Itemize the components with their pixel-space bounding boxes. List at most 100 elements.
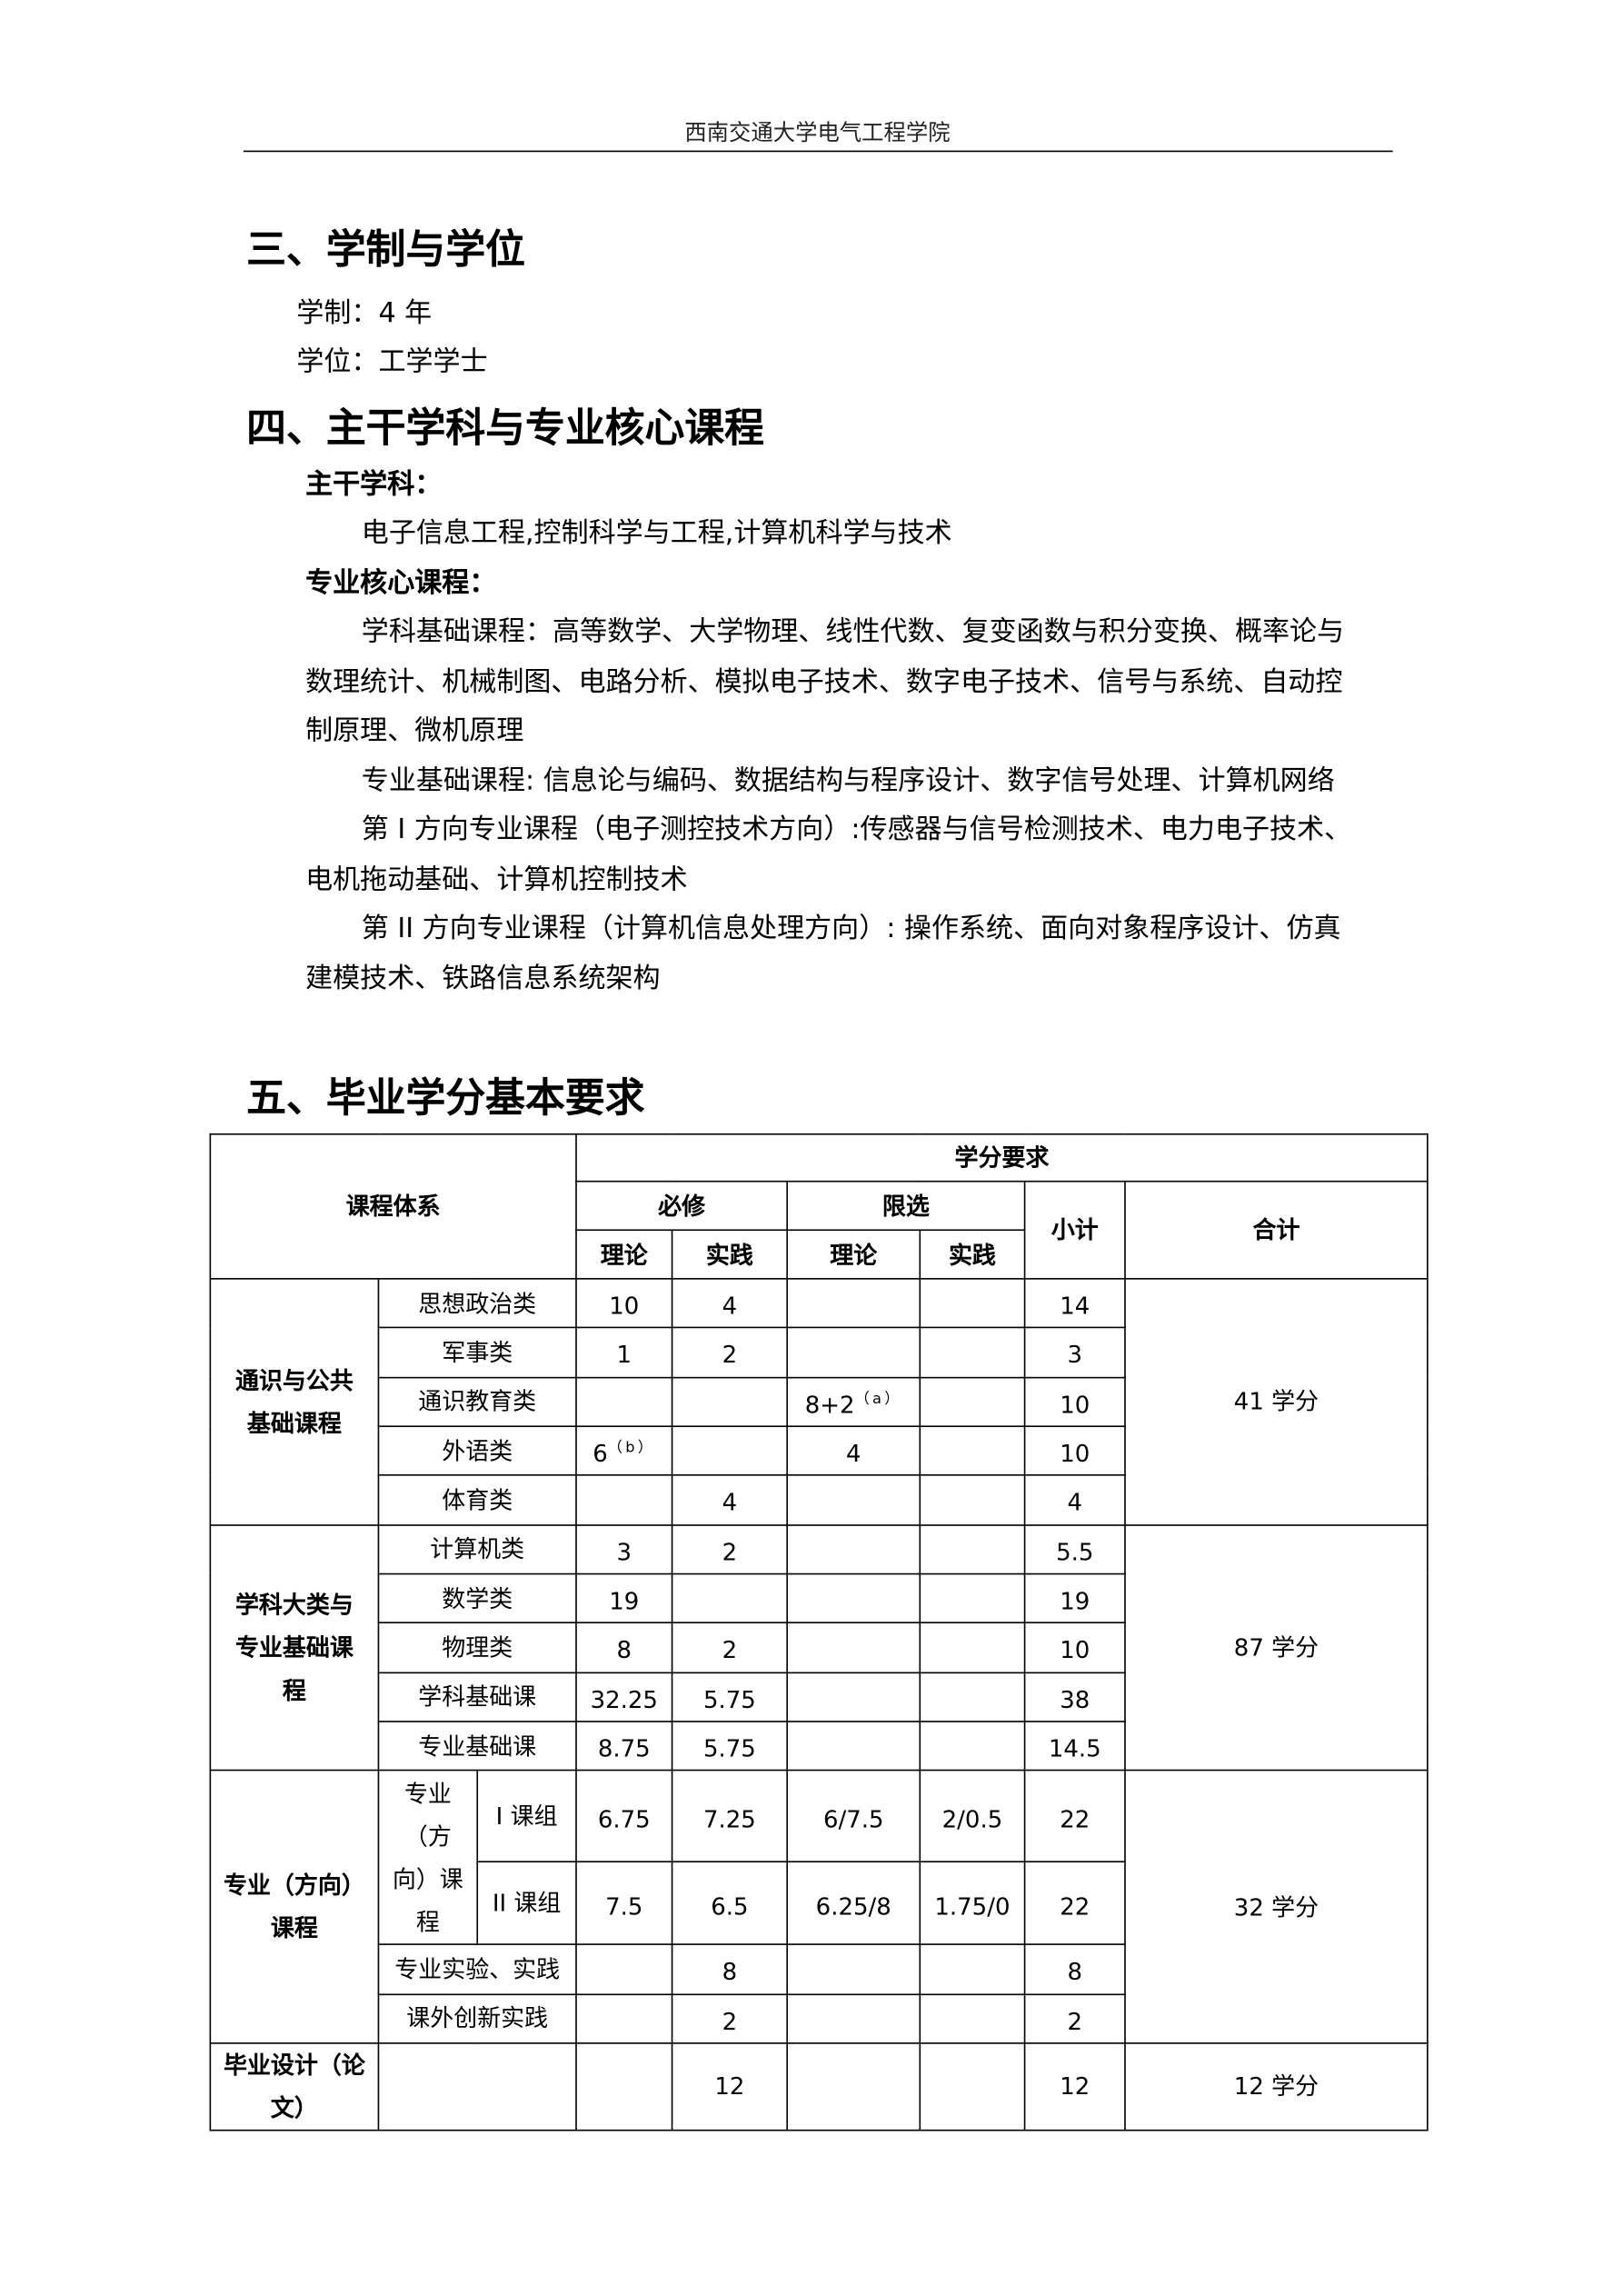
- degree-text: 学位：工学学士: [296, 346, 488, 378]
- cell-et: [786, 1721, 921, 1772]
- cell-value: 10: [609, 1292, 640, 1321]
- header-total: 合计: [1124, 1180, 1429, 1280]
- cell-rt: [575, 1943, 673, 1995]
- cell-ep: 1.75/0: [919, 1861, 1026, 1946]
- cell-rt: 6（b）: [575, 1425, 673, 1477]
- group-total: 12 学分: [1124, 2041, 1429, 2131]
- cell-rp: 2: [671, 1992, 789, 2044]
- cell-value: 4: [1067, 1488, 1083, 1517]
- cell-et: [786, 1943, 921, 1995]
- cell-sub: 10: [1023, 1622, 1126, 1673]
- cell-value: 2/0.5: [941, 1804, 1003, 1833]
- header-course-system: 课程体系: [209, 1133, 577, 1280]
- course-line: 数理统计、机械制图、电路分析、模拟电子技术、数字电子技术、信号与系统、自动控: [305, 666, 1343, 698]
- header-practice: 实践: [671, 1229, 789, 1280]
- course-category: 专业基础课: [377, 1721, 577, 1772]
- cell-ep: 2/0.5: [919, 1770, 1026, 1863]
- cell-value: 10: [1060, 1390, 1090, 1419]
- cell-sub: 5.5: [1023, 1523, 1126, 1575]
- cell-sub: 38: [1023, 1671, 1126, 1722]
- cell-rt: 7.5: [575, 1861, 673, 1946]
- group-total: 87 学分: [1124, 1523, 1429, 1772]
- course-line: 学科基础课程：高等数学、大学物理、线性代数、复变函数与积分变换、概率论与: [361, 616, 1345, 648]
- group-label: 毕业设计（论文）: [209, 2041, 380, 2131]
- cell-value: 19: [1060, 1586, 1090, 1615]
- table-row: 专业实验、实践 8 8: [210, 1943, 1428, 1995]
- cell-value: 2: [722, 1635, 738, 1664]
- cell-value: 6.5: [711, 1892, 749, 1921]
- header-practice: 实践: [919, 1229, 1026, 1280]
- cell: [575, 2041, 673, 2131]
- header-rule: [243, 150, 1393, 153]
- table-row: 专业基础课 8.75 5.75 14.5: [210, 1721, 1428, 1772]
- cell: [919, 2041, 1026, 2131]
- cell-value: 14.5: [1048, 1734, 1101, 1763]
- cell-sub: 22: [1023, 1861, 1126, 1946]
- cell-value: 8.75: [597, 1734, 651, 1763]
- cell-ep: [919, 1721, 1026, 1772]
- group-label: 通识与公共基础课程: [209, 1278, 380, 1526]
- table-row: 外语类 6（b） 4 10: [210, 1425, 1428, 1477]
- cell-value: 5.75: [702, 1685, 756, 1713]
- table-row: 军事类 1 2 3: [210, 1327, 1428, 1378]
- cell-value: 6.25/8: [815, 1892, 891, 1921]
- cell-rt: 8: [575, 1622, 673, 1673]
- cell-rp: 5.75: [671, 1721, 789, 1772]
- cell-rp: 4: [671, 1278, 789, 1329]
- credit-requirements-table: 课程体系 学分要求 必修 限选 小计 合计 理论 实践 理论 实践 通识与公共基…: [209, 1133, 1429, 2131]
- course-line: 第 II 方向专业课程（计算机信息处理方向）: 操作系统、面向对象程序设计、仿真: [361, 913, 1341, 945]
- cell-ep: [919, 1622, 1026, 1673]
- cell-rp: 7.25: [671, 1770, 789, 1863]
- cell-value: 10: [1060, 1439, 1090, 1468]
- cell-value: 22: [1060, 1892, 1090, 1921]
- cell-value: 5.5: [1056, 1537, 1094, 1566]
- cell-rp: [671, 1425, 789, 1477]
- cell: 12: [671, 2041, 789, 2131]
- header-theory: 理论: [575, 1229, 673, 1280]
- cell-rp: 2: [671, 1622, 789, 1673]
- course-group: I 课组: [476, 1770, 577, 1863]
- cell-rp: 8: [671, 1943, 789, 1995]
- cell-ep: [919, 1425, 1026, 1477]
- course-category: 外语类: [377, 1425, 577, 1477]
- cell-et: [786, 1523, 921, 1575]
- cell-value: 4: [722, 1292, 738, 1321]
- cell-et: [786, 1327, 921, 1378]
- cell-value: 4: [845, 1439, 861, 1468]
- cell-et: 6/7.5: [786, 1770, 921, 1863]
- cell-rt: 3: [575, 1523, 673, 1575]
- cell-value: 1: [616, 1341, 632, 1370]
- cell-ep: [919, 1572, 1026, 1624]
- cell-sub: 3: [1023, 1327, 1126, 1378]
- cell-ep: [919, 1278, 1026, 1329]
- group-label: 专业（方向）课程: [209, 1770, 380, 2044]
- cell-rt: 1: [575, 1327, 673, 1378]
- cell-sub: 14.5: [1023, 1721, 1126, 1772]
- header-subtotal: 小计: [1023, 1180, 1126, 1280]
- table-row: 专业（方向）课程 专业（方向）课程 I 课组 6.75 7.25 6/7.5 2/0.5 22…: [209, 1770, 1429, 2044]
- cell-value: 5.75: [702, 1734, 756, 1763]
- course-category: 体育类: [377, 1474, 577, 1526]
- cell-value: 4: [722, 1488, 738, 1517]
- cell-et: 8+2（a）: [786, 1376, 921, 1428]
- section5-heading: 五、毕业学分基本要求: [246, 1075, 645, 1122]
- cell-et: [786, 1572, 921, 1624]
- group-label: 学科大类与专业基础课程: [209, 1523, 380, 1772]
- cell-value: 6/7.5: [822, 1804, 884, 1833]
- course-group: II 课组: [476, 1861, 577, 1946]
- cell-rt: 19: [575, 1572, 673, 1624]
- cell-rp: 6.5: [671, 1861, 789, 1946]
- cell-value: 2: [1067, 2006, 1083, 2035]
- course-line: 建模技术、铁路信息系统架构: [305, 963, 661, 995]
- cell-value: 8: [1067, 1957, 1083, 1986]
- core-courses-label: 专业核心课程：: [305, 568, 497, 600]
- cell-value: 3: [1067, 1341, 1083, 1370]
- cell-value: 2: [722, 1341, 738, 1370]
- cell-sub: 8: [1023, 1943, 1126, 1995]
- cell-sub: 10: [1023, 1376, 1126, 1428]
- cell-rp: [671, 1572, 789, 1624]
- cell-sub: 14: [1023, 1278, 1126, 1329]
- header-theory: 理论: [786, 1229, 921, 1280]
- cell-rt: 10: [575, 1278, 673, 1329]
- cell-rt: 6.75: [575, 1770, 673, 1863]
